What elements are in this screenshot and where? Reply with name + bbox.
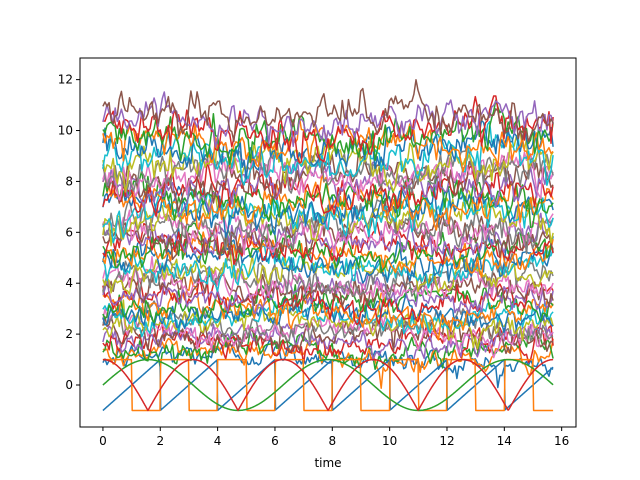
x-tick-label: 6 [271,434,279,448]
y-axis: 0 2 4 6 8 10 12 [58,73,80,392]
noisy-series-line [102,212,554,260]
x-tick-label: 14 [497,434,512,448]
noisy-series-line [102,256,554,300]
noisy-series-line [102,91,554,149]
y-tick-label: 6 [65,225,73,239]
y-tick-label: 0 [65,378,73,392]
y-tick-label: 8 [65,174,73,188]
y-tick-label: 12 [58,73,73,87]
y-tick-label: 10 [58,124,73,138]
noisy-series-line [102,269,554,312]
plot-frame [79,57,577,428]
x-tick-label: 8 [328,434,336,448]
noisy-series-line [102,198,554,255]
x-axis-label: time [314,456,341,470]
y-tick-label: 2 [65,327,73,341]
sawtooth-series-line [102,358,554,412]
noisy-series-line [102,154,554,218]
series-layer [102,79,554,412]
noisy-series-line [102,79,554,143]
x-tick-label: 4 [214,434,222,448]
x-tick-label: 12 [439,434,454,448]
abs-sine-series-line [102,358,554,412]
x-axis: 0 2 4 6 8 10 12 14 16 [99,427,569,448]
x-tick-label: 16 [554,434,569,448]
x-tick-label: 2 [156,434,164,448]
y-tick-label: 4 [65,276,73,290]
noisy-series-line [102,245,554,293]
x-tick-label: 0 [99,434,107,448]
x-tick-label: 10 [382,434,397,448]
sine-series-line [102,358,554,412]
noisy-series-line [102,141,554,194]
noisy-series-line [102,116,554,173]
